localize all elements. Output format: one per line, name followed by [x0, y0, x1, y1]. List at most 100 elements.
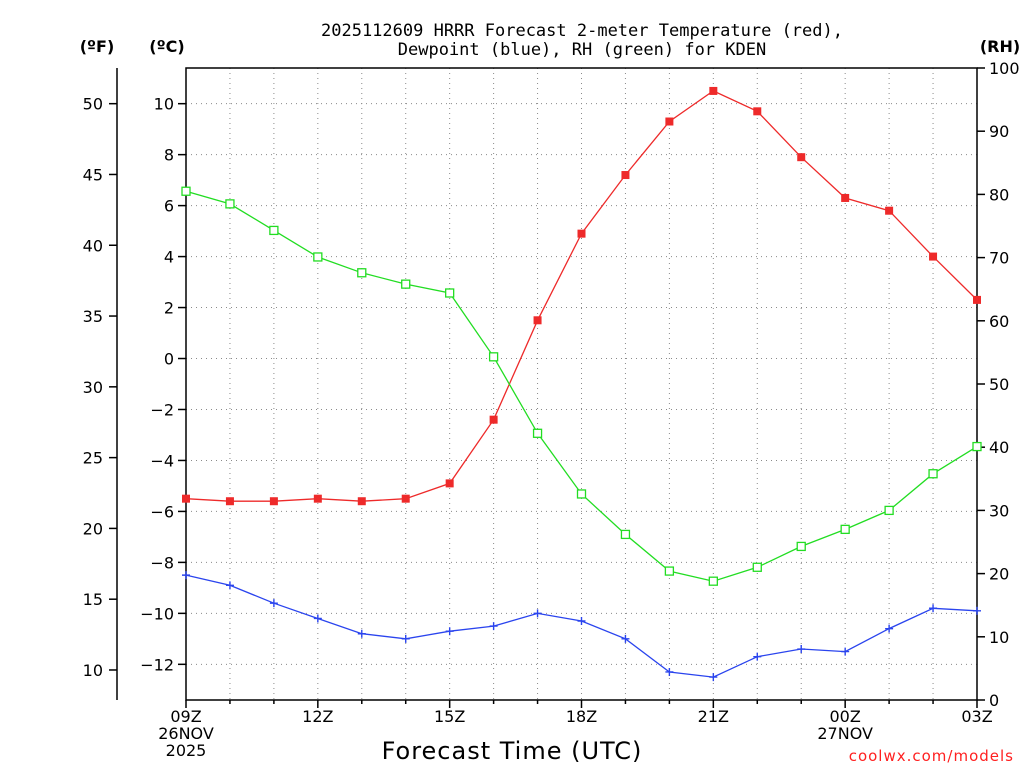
celsius-tick-label: 6 [164, 197, 174, 216]
rh-point [972, 441, 982, 452]
series-line [185, 574, 978, 678]
fahrenheit-tick-label: 25 [83, 449, 103, 468]
dewpoint-point [269, 599, 278, 608]
temperature-point [269, 497, 278, 506]
dewpoint-point [577, 617, 586, 625]
dewpoint-point [885, 624, 894, 633]
x-tick-label: 21Z [698, 707, 729, 726]
x-tick-label: 00Z [830, 707, 861, 726]
dewpoint-point [533, 609, 542, 618]
temperature-point [665, 117, 674, 126]
x-tick-label: 03Z [961, 707, 992, 726]
rh-point [928, 469, 938, 479]
temperature-point [489, 415, 498, 424]
dewpoint-point [973, 606, 981, 615]
rh-tick-label: 30 [989, 501, 1009, 520]
celsius-tick-label: −4 [150, 451, 174, 470]
rh-tick-label: 40 [989, 438, 1009, 457]
rh-tick-label: 50 [989, 375, 1009, 394]
fahrenheit-tick-label: 45 [83, 165, 103, 184]
rh-point [576, 489, 587, 499]
dewpoint-point [797, 645, 806, 654]
rh-tick-label: 10 [989, 628, 1009, 647]
series-line [185, 190, 978, 582]
x-tick-label: 15Z [434, 707, 465, 726]
rh-point [620, 529, 631, 540]
rh-point [752, 562, 762, 572]
celsius-tick-label: −12 [140, 655, 174, 674]
series-line [185, 90, 978, 502]
grid-lines [186, 68, 977, 700]
rh-point [401, 279, 411, 289]
fahrenheit-axis-unit: (ºF) [80, 37, 115, 56]
celsius-tick-label: 4 [164, 248, 174, 267]
temperature-point [753, 107, 762, 116]
rh-point [840, 524, 850, 535]
celsius-tick-label: −8 [150, 553, 174, 572]
celsius-tick-label: 10 [154, 95, 174, 114]
dewpoint-point [401, 634, 410, 643]
dewpoint-point [445, 627, 454, 636]
fahrenheit-tick-label: 40 [83, 236, 103, 255]
rh-point [708, 576, 718, 586]
celsius-tick-label: 2 [164, 299, 174, 318]
rh-tick-label: 20 [989, 565, 1009, 584]
celsius-tick-label: −10 [140, 604, 174, 623]
temperature-point [929, 252, 938, 261]
dewpoint-point [753, 652, 762, 661]
dewpoint-point [489, 622, 498, 631]
temperature-point [841, 193, 850, 202]
celsius-tick-label: −2 [150, 400, 174, 419]
fahrenheit-tick-label: 10 [83, 661, 103, 680]
rh-point [181, 186, 191, 196]
celsius-tick-label: −6 [150, 502, 174, 521]
rh-point [357, 268, 367, 278]
fahrenheit-tick-label: 30 [83, 378, 103, 397]
dewpoint-point [621, 634, 630, 643]
rh-point [796, 541, 806, 552]
rh-point [532, 428, 543, 438]
x-tick-label: 26NOV [158, 724, 214, 743]
dewpoint-point [313, 614, 322, 623]
celsius-tick-label: 8 [164, 146, 174, 165]
rh-tick-label: 80 [989, 185, 1009, 204]
rh-point [664, 566, 675, 576]
dewpoint-point [357, 629, 366, 638]
fahrenheit-tick-label: 50 [83, 95, 103, 114]
dewpoint-point [225, 581, 234, 590]
fahrenheit-tick-label: 15 [83, 590, 103, 609]
rh-point [269, 225, 279, 236]
temperature-point [445, 479, 454, 488]
x-tick-label: 27NOV [817, 724, 873, 743]
dewpoint-point [665, 667, 674, 676]
temperature-point [797, 153, 806, 162]
chart-title-line1: 2025112609 HRRR Forecast 2-meter Tempera… [321, 21, 843, 41]
temperature-point [225, 497, 234, 506]
dewpoint-point [929, 604, 938, 613]
temperature-point [533, 316, 542, 325]
rh-tick-label: 90 [989, 122, 1009, 141]
celsius-tick-label: 0 [164, 350, 174, 369]
rh-tick-label: 70 [989, 249, 1009, 268]
data-series [181, 86, 982, 682]
rh-point [884, 505, 894, 516]
rh-point [488, 352, 499, 362]
x-tick-label: 18Z [566, 707, 597, 726]
temperature-point [357, 497, 366, 506]
x-tick-label: 2025 [166, 741, 207, 760]
temperature-point [973, 295, 981, 304]
credit-text: coolwx.com/models [849, 747, 1014, 765]
tick-labels: −12−10−8−6−4−202468101015202530354045500… [83, 59, 1020, 760]
x-tick-label: 12Z [302, 707, 333, 726]
temperature-point [885, 206, 894, 215]
rh-axis-unit: (RH) [980, 37, 1020, 56]
rh-point [313, 252, 323, 262]
axes [109, 67, 985, 708]
rh-tick-label: 100 [989, 59, 1020, 78]
dewpoint-point [841, 647, 850, 656]
chart-title-line2: Dewpoint (blue), RH (green) for KDEN [398, 40, 766, 60]
x-tick-label: 09Z [170, 707, 201, 726]
fahrenheit-tick-label: 20 [83, 519, 103, 538]
rh-point [225, 199, 235, 209]
